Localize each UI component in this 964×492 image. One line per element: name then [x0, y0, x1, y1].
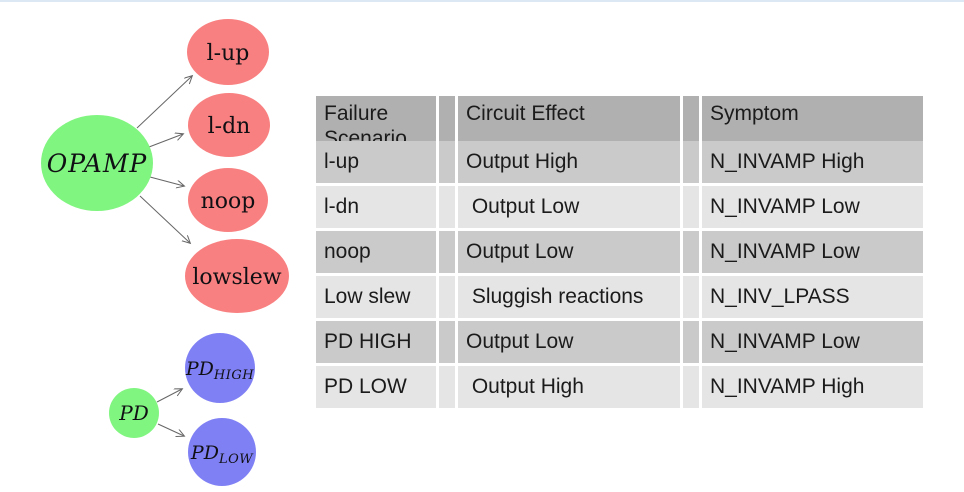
header-spacer-1 [439, 96, 455, 153]
cell-symptom: N_INVAMP Low [702, 231, 923, 273]
cell-effect: Output High [458, 366, 680, 408]
ldn-node [188, 93, 270, 157]
opamp-node-label: OPAMP [47, 149, 148, 178]
cell-spacer [683, 321, 699, 363]
cell-spacer [683, 276, 699, 318]
cell-symptom: N_INVAMP High [702, 366, 923, 408]
edge-opamp-lup [136, 76, 192, 129]
cell-spacer [439, 321, 455, 363]
fault-mode-diagram: OPAMP l-up l-dn noop lowslew PD PDHIGH P… [41, 19, 289, 486]
pd-high-node-label: PDHIGH [185, 358, 254, 383]
cell-scenario: noop [316, 231, 436, 273]
cell-scenario: Low slew [316, 276, 436, 318]
edge-opamp-noop [149, 176, 184, 186]
cell-spacer [683, 366, 699, 408]
header-spacer-2 [683, 96, 699, 153]
cell-scenario: l-up [316, 141, 436, 183]
lup-node-label: l-up [207, 41, 250, 66]
edge-opamp-ldn [148, 134, 183, 148]
lowslew-node-label: lowslew [192, 265, 281, 290]
cell-scenario: l-dn [316, 186, 436, 228]
cell-spacer [683, 231, 699, 273]
cell-symptom: N_INVAMP High [702, 141, 923, 183]
top-border-line [0, 0, 964, 2]
cell-spacer [439, 186, 455, 228]
pd-high-node [185, 333, 255, 403]
pd-low-node [188, 418, 256, 486]
edge-opamp-lowslew [139, 195, 190, 243]
cell-symptom: N_INVAMP Low [702, 186, 923, 228]
lowslew-node [185, 239, 289, 313]
cell-effect: Output Low [458, 186, 680, 228]
pd-node [109, 388, 159, 438]
lup-node [187, 19, 269, 85]
cell-effect: Output Low [458, 231, 680, 273]
cell-scenario: PD LOW [316, 366, 436, 408]
cell-spacer [439, 276, 455, 318]
cell-effect: Output High [458, 141, 680, 183]
cell-symptom: N_INVAMP Low [702, 321, 923, 363]
noop-node [188, 168, 268, 232]
edge-pd-high [156, 389, 182, 403]
noop-node-label: noop [201, 189, 256, 214]
edge-pd-low [157, 423, 184, 436]
cell-effect: Output Low [458, 321, 680, 363]
failure-symptom-table: Failure Scenario Circuit Effect Symptom … [316, 96, 923, 408]
opamp-node [41, 115, 153, 211]
cell-spacer [439, 231, 455, 273]
cell-spacer [683, 186, 699, 228]
cell-effect: Sluggish reactions [458, 276, 680, 318]
cell-spacer [439, 141, 455, 183]
pd-node-label: PD [118, 401, 149, 425]
cell-spacer [439, 366, 455, 408]
cell-symptom: N_INV_LPASS [702, 276, 923, 318]
pd-low-node-label: PDLOW [190, 442, 254, 467]
cell-scenario: PD HIGH [316, 321, 436, 363]
ldn-node-label: l-dn [208, 114, 251, 139]
cell-spacer [683, 141, 699, 183]
